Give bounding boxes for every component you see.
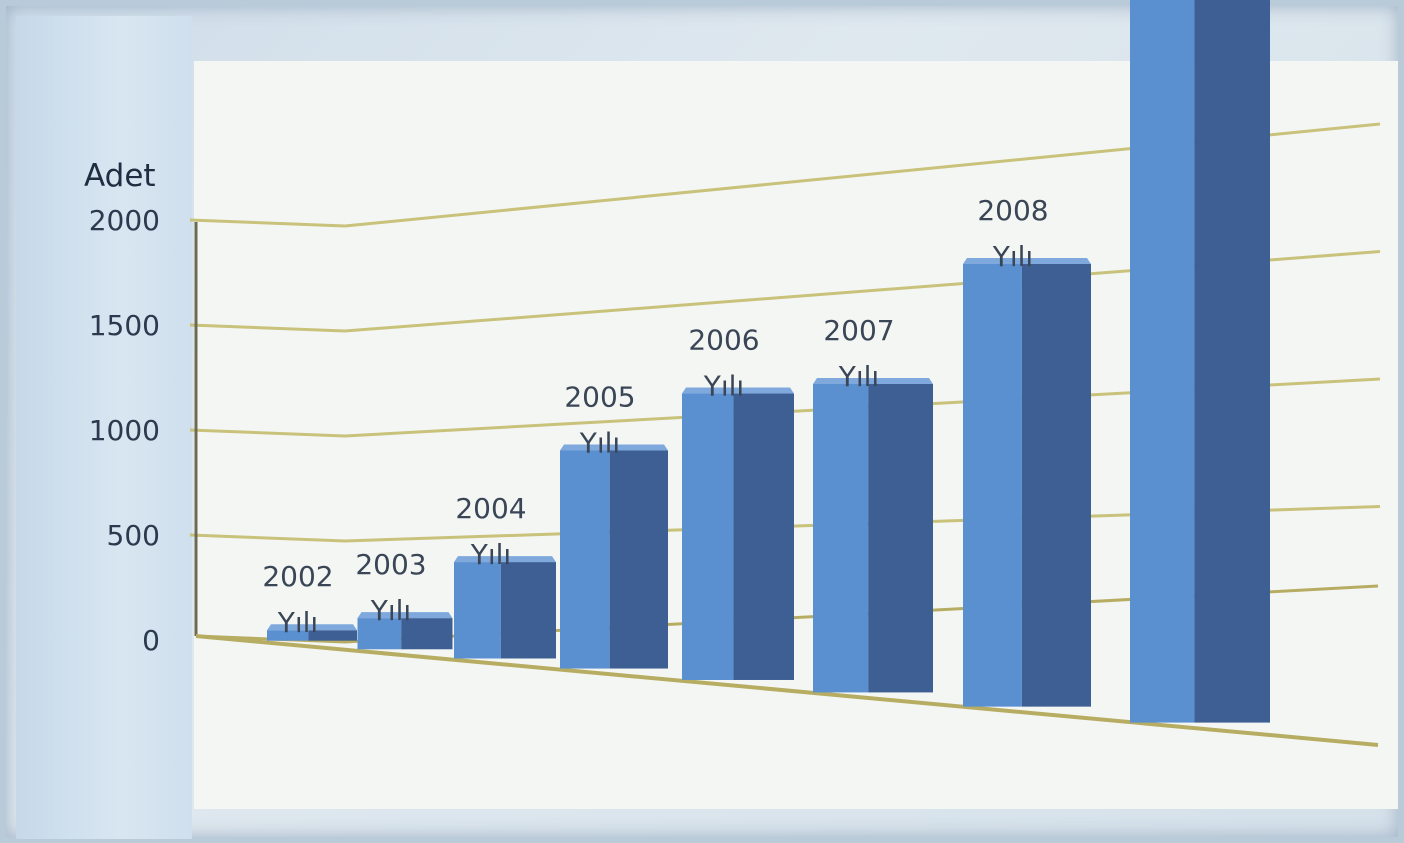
bar-label-year: 2008 (977, 194, 1048, 227)
y-tick-label: 0 (142, 624, 160, 657)
bar-label-year: 2004 (455, 492, 526, 525)
bar-top (357, 612, 453, 619)
bar-label-suffix: Yılı (277, 606, 318, 639)
y-axis-label: Adet (84, 158, 156, 194)
y-tick-label: 2000 (89, 204, 160, 237)
bar-label-suffix: Yılı (992, 240, 1033, 273)
bar-side (868, 383, 933, 693)
bars (267, 0, 1270, 723)
bar-label-year: 2005 (564, 380, 635, 413)
bar-label-year: 2003 (355, 548, 426, 581)
bar-top (560, 444, 668, 451)
bar (682, 393, 734, 680)
left-panel-band (16, 16, 192, 839)
y-tick-label: 500 (107, 519, 160, 552)
bar-label-year: 2002 (262, 560, 333, 593)
bar-label-suffix: Yılı (703, 370, 744, 403)
bar-label-year: 2006 (688, 324, 759, 357)
axes: Adet 0 500 1000 1500 2000 (84, 158, 1379, 747)
bar-top (267, 624, 357, 631)
bar-side (1194, 0, 1270, 723)
bar (357, 618, 402, 650)
bar-label-suffix: Yılı (370, 594, 411, 627)
data-labels: 2002 Yılı 2003 Yılı 2004 Yılı 2005 Yılı 2006 Yılı… (262, 194, 1048, 639)
bar-side (1021, 263, 1091, 707)
bar-top (813, 377, 933, 384)
bar-side (401, 618, 453, 650)
bar-side (733, 393, 794, 680)
bar (267, 630, 309, 641)
bar (560, 450, 610, 669)
bar-top (682, 387, 794, 394)
bar-label-suffix: Yılı (579, 426, 620, 459)
bar-side (500, 562, 556, 659)
bar (1130, 0, 1195, 723)
bar-label-suffix: Yılı (838, 360, 879, 393)
gridline (189, 122, 1381, 228)
bar-label-year: 2007 (823, 314, 894, 347)
bar (963, 263, 1022, 707)
bar-label-suffix: Yılı (470, 538, 511, 571)
bar (813, 383, 869, 693)
y-tick-label: 1000 (89, 414, 160, 447)
floor-front-edge (195, 634, 1379, 747)
bar-top (963, 257, 1091, 264)
bar-side (609, 450, 668, 669)
bar (454, 562, 501, 659)
y-tick-label: 1500 (89, 309, 160, 342)
bar-top (454, 556, 556, 563)
bar-side (308, 630, 357, 641)
